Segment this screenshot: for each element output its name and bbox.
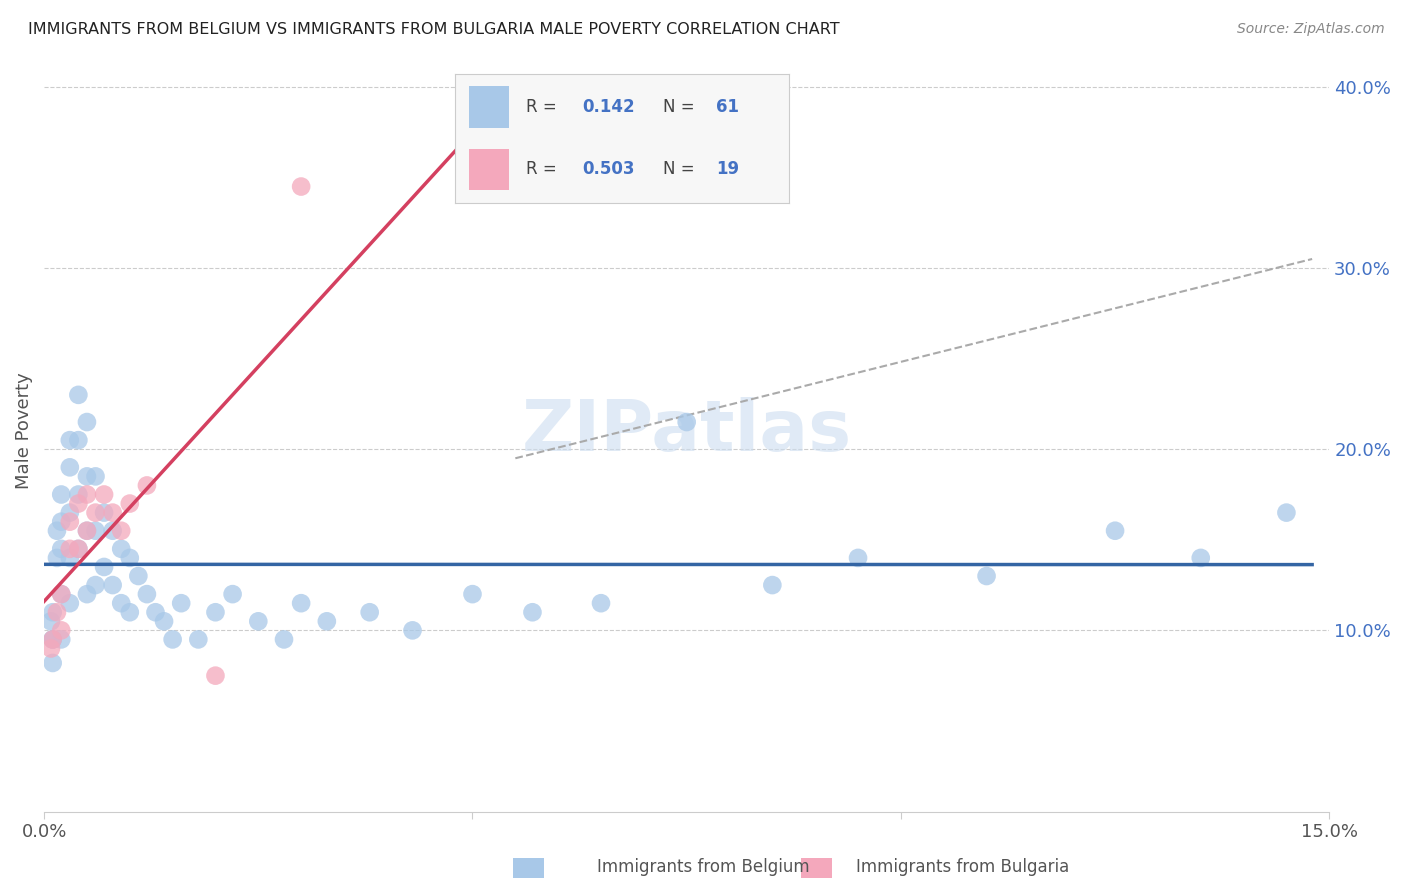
Point [67, 388, 90, 402]
Text: ZIPatlas: ZIPatlas [522, 397, 852, 466]
Point [39, 615, 62, 629]
Point [51, 587, 73, 601]
Point [1189, 550, 1212, 565]
Point [59, 541, 82, 556]
Point [145, 605, 167, 619]
Point [1275, 506, 1298, 520]
Point [162, 632, 184, 647]
Text: Immigrants from Belgium: Immigrants from Belgium [596, 858, 810, 876]
Point [315, 615, 337, 629]
Point [51, 487, 73, 501]
Point [51, 541, 73, 556]
Point [290, 179, 312, 194]
Point [59, 550, 82, 565]
Point [59, 515, 82, 529]
Point [67, 487, 90, 501]
Text: IMMIGRANTS FROM BELGIUM VS IMMIGRANTS FROM BULGARIA MALE POVERTY CORRELATION CHA: IMMIGRANTS FROM BELGIUM VS IMMIGRANTS FR… [28, 22, 839, 37]
Point [76, 487, 98, 501]
Point [110, 524, 132, 538]
Point [110, 596, 132, 610]
Point [118, 605, 141, 619]
Y-axis label: Male Poverty: Male Poverty [15, 373, 32, 490]
Point [221, 587, 243, 601]
Point [118, 550, 141, 565]
Point [46, 524, 69, 538]
Point [46, 605, 69, 619]
Point [135, 478, 157, 492]
Point [76, 524, 98, 538]
Point [522, 605, 544, 619]
Point [84, 578, 107, 592]
Point [101, 506, 124, 520]
Point [359, 605, 381, 619]
Point [84, 506, 107, 520]
Point [41, 605, 63, 619]
Point [135, 587, 157, 601]
Point [93, 506, 115, 520]
Point [59, 506, 82, 520]
Point [101, 578, 124, 592]
Point [59, 460, 82, 475]
Point [127, 569, 149, 583]
Point [118, 497, 141, 511]
Point [461, 587, 484, 601]
Point [67, 433, 90, 447]
Point [67, 541, 90, 556]
Point [51, 632, 73, 647]
Text: Source: ZipAtlas.com: Source: ZipAtlas.com [1237, 22, 1385, 37]
Point [39, 641, 62, 656]
Point [76, 415, 98, 429]
Point [101, 524, 124, 538]
Point [187, 632, 209, 647]
Point [204, 668, 226, 682]
Point [46, 550, 69, 565]
Point [761, 578, 783, 592]
Point [93, 487, 115, 501]
Point [51, 515, 73, 529]
Point [401, 624, 423, 638]
Point [84, 469, 107, 483]
Point [41, 632, 63, 647]
Point [59, 596, 82, 610]
Point [170, 596, 193, 610]
Point [290, 596, 312, 610]
Point [153, 615, 176, 629]
Text: Immigrants from Bulgaria: Immigrants from Bulgaria [856, 858, 1070, 876]
Point [273, 632, 295, 647]
Point [51, 587, 73, 601]
Point [76, 524, 98, 538]
Point [41, 632, 63, 647]
Point [589, 596, 612, 610]
Point [204, 605, 226, 619]
Point [110, 541, 132, 556]
Point [93, 560, 115, 574]
Point [1104, 524, 1126, 538]
Point [976, 569, 998, 583]
Point [41, 632, 63, 647]
Point [84, 524, 107, 538]
Point [76, 587, 98, 601]
Point [51, 624, 73, 638]
Point [247, 615, 270, 629]
Point [67, 497, 90, 511]
Point [76, 469, 98, 483]
Point [675, 415, 697, 429]
Point [41, 656, 63, 670]
Point [67, 541, 90, 556]
Point [846, 550, 869, 565]
Point [59, 433, 82, 447]
